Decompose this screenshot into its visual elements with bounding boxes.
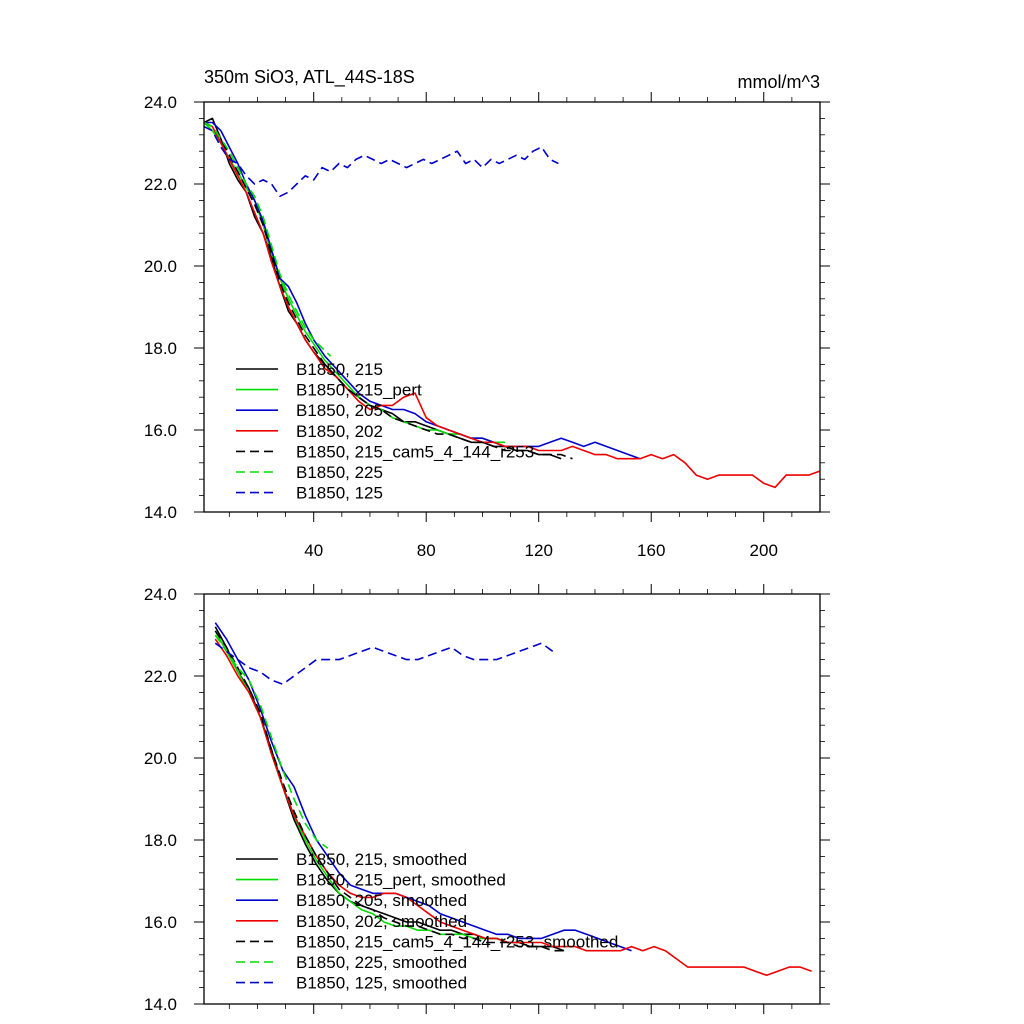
p0-y-tick-label-2: 18.0 <box>144 339 177 358</box>
p0-x-tick-label-2: 120 <box>525 541 553 560</box>
p0-legend-label-6: B1850, 125 <box>296 484 383 503</box>
p0-legend-label-3: B1850, 202 <box>296 422 383 441</box>
p1-y-tick-label-3: 20.0 <box>144 749 177 768</box>
p0-series-group <box>204 117 820 489</box>
p0-y-tick-label-5: 24.0 <box>144 93 177 112</box>
p0-x-tick-label-1: 80 <box>417 541 436 560</box>
p1-legend-label-0: B1850, 215, smoothed <box>296 850 467 869</box>
p0-series-line-2 <box>204 121 641 460</box>
p0-series-line-4 <box>204 121 573 460</box>
p1-y-tick-label-0: 14.0 <box>144 995 177 1014</box>
p1-series-line-6 <box>214 642 554 686</box>
p1-legend-label-3: B1850, 202, smoothed <box>296 912 467 931</box>
p0-legend-label-2: B1850, 205 <box>296 401 383 420</box>
top-panel-units: mmol/m^3 <box>738 72 820 92</box>
p1-y-tick-label-1: 16.0 <box>144 913 177 932</box>
p1-legend-label-5: B1850, 225, smoothed <box>296 953 467 972</box>
p0-y-tick-label-0: 14.0 <box>144 503 177 522</box>
p0-legend-label-5: B1850, 225 <box>296 463 383 482</box>
p1-y-tick-label-4: 22.0 <box>144 667 177 686</box>
p1-series-line-4 <box>214 630 564 952</box>
top-panel: 350m SiO3, ATL_44S-18S mmol/m^3 40 80 120 1… <box>144 67 830 560</box>
p0-plot-frame <box>203 101 821 513</box>
p1-legend-label-4: B1850, 215_cam5_4_144_r253, smoothed <box>296 932 618 951</box>
p1-legend: B1850, 215, smoothed B1850, 215_pert, smo… <box>236 850 618 993</box>
p0-series-line-5 <box>204 121 332 357</box>
p0-y-tick-label-3: 20.0 <box>144 257 177 276</box>
p1-y-tick-label-2: 18.0 <box>144 831 177 850</box>
p1-legend-label-2: B1850, 205, smoothed <box>296 891 467 910</box>
p0-x-tick-label-3: 160 <box>637 541 665 560</box>
p1-plot-frame <box>203 593 821 1005</box>
p0-y-tick-label-4: 22.0 <box>144 175 177 194</box>
p0-x-tick-label-4: 200 <box>750 541 778 560</box>
p0-legend-label-1: B1850, 215_pert <box>296 381 422 400</box>
p0-x-tick-label-0: 40 <box>304 541 323 560</box>
p1-series-line-5 <box>214 634 329 849</box>
bottom-panel: 14.0 16.0 18.0 20.0 22.0 24.0 B1850, 215, smoo… <box>144 584 830 1014</box>
p0-y-tick-label-1: 16.0 <box>144 421 177 440</box>
p1-legend-label-1: B1850, 215_pert, smoothed <box>296 871 506 890</box>
top-panel-title: 350m SiO3, ATL_44S-18S <box>204 67 415 88</box>
p0-series-line-6 <box>204 125 559 198</box>
p1-y-tick-label-5: 24.0 <box>144 585 177 604</box>
p0-legend-label-4: B1850, 215_cam5_4_144_r253 <box>296 442 534 461</box>
p0-series-line-3 <box>204 121 820 489</box>
p0-legend-label-0: B1850, 215 <box>296 360 383 379</box>
p1-legend-label-6: B1850, 125, smoothed <box>296 974 467 993</box>
p1-series-group <box>214 622 812 977</box>
